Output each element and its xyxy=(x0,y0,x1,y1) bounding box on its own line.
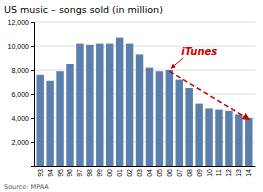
bar xyxy=(245,118,252,166)
x-tick: 14 xyxy=(245,169,252,177)
x-tick: 08 xyxy=(186,169,193,177)
y-axis-line xyxy=(31,23,35,167)
y-tick: 6,000 xyxy=(11,91,34,98)
source: Source: MPAA xyxy=(4,183,49,191)
x-tick-label: 03 xyxy=(136,169,143,177)
annotation: iTunes xyxy=(181,46,217,57)
x-tick-label: 00 xyxy=(106,169,113,177)
bar xyxy=(166,70,173,166)
y-tick: 10,000 xyxy=(8,43,34,50)
bar xyxy=(36,75,43,166)
y-tick-label: 4,000 xyxy=(11,115,29,122)
x-tick-label: 14 xyxy=(245,169,252,177)
grid-line xyxy=(34,46,255,47)
y-tick-mark xyxy=(31,118,34,119)
x-axis-line xyxy=(35,166,256,167)
x-tick-label: 10 xyxy=(206,169,213,177)
x-tick-label: 96 xyxy=(66,169,73,177)
bar xyxy=(225,111,232,166)
x-tick-label: 13 xyxy=(235,169,242,177)
bar xyxy=(205,108,212,166)
x-tick-label: 99 xyxy=(96,169,103,177)
x-tick: 07 xyxy=(176,169,183,177)
title: US music – songs sold (in million) xyxy=(4,4,163,15)
bar xyxy=(96,44,103,166)
x-tick-label: 94 xyxy=(47,169,54,177)
bar xyxy=(56,71,63,166)
y-tick: 12,000 xyxy=(8,19,34,26)
x-tick: 95 xyxy=(57,169,64,177)
y-tick-label: 6,000 xyxy=(11,91,29,98)
bar xyxy=(215,110,222,166)
y-tick-mark xyxy=(31,22,34,23)
y-tick-mark xyxy=(31,94,34,95)
x-tick: 13 xyxy=(235,169,242,177)
y-tick: 8,000 xyxy=(11,67,34,74)
y-tick-label: 10,000 xyxy=(8,43,30,50)
bar xyxy=(136,54,143,166)
y-tick-label: 2,000 xyxy=(11,139,29,146)
x-tick: 01 xyxy=(116,169,123,177)
x-tick: 02 xyxy=(126,169,133,177)
annotation-arrow xyxy=(171,58,183,68)
bar xyxy=(46,81,53,166)
x-tick-label: 95 xyxy=(57,169,64,177)
x-tick: 05 xyxy=(156,169,163,177)
x-tick-label: 93 xyxy=(37,169,44,177)
y-tick: 2,000 xyxy=(11,139,34,146)
x-tick: 00 xyxy=(106,169,113,177)
bar xyxy=(76,44,83,166)
y-tick-mark xyxy=(31,70,34,71)
x-tick: 94 xyxy=(47,169,54,177)
x-tick-label: 08 xyxy=(186,169,193,177)
x-tick: 99 xyxy=(96,169,103,177)
x-tick: 04 xyxy=(146,169,153,177)
bar xyxy=(185,88,192,166)
y-axis: 2,000 4,000 6,000 8,000 10,000 12,000 xyxy=(8,19,35,167)
x-tick-label: 07 xyxy=(176,169,183,177)
y-tick-mark xyxy=(31,46,34,47)
y-tick-mark xyxy=(31,142,34,143)
bar xyxy=(176,80,183,166)
y-tick-label: 12,000 xyxy=(8,19,30,26)
x-tick-label: 06 xyxy=(166,169,173,177)
x-tick: 12 xyxy=(225,169,232,177)
chart: 9394959697989900010203040506070809101112… xyxy=(0,0,263,192)
x-tick-label: 01 xyxy=(116,169,123,177)
x-tick-label: 12 xyxy=(225,169,232,177)
x-tick-label: 11 xyxy=(215,169,222,176)
bar xyxy=(66,64,73,166)
x-tick: 96 xyxy=(66,169,73,177)
bar xyxy=(116,38,123,166)
bar xyxy=(106,44,113,166)
x-tick-label: 04 xyxy=(146,169,153,177)
bar xyxy=(156,71,163,166)
grid-line xyxy=(34,22,255,23)
x-axis: 9394959697989900010203040506070809101112… xyxy=(35,167,256,177)
x-tick-label: 02 xyxy=(126,169,133,177)
y-tick: 4,000 xyxy=(11,115,34,122)
x-tick: 93 xyxy=(37,169,44,177)
x-tick: 03 xyxy=(136,169,143,177)
x-tick: 09 xyxy=(196,169,203,177)
x-tick: 06 xyxy=(166,169,173,177)
x-tick-label: 09 xyxy=(196,169,203,177)
x-tick: 10 xyxy=(206,169,213,177)
bar xyxy=(195,104,202,166)
x-tick-label: 05 xyxy=(156,169,163,177)
bar xyxy=(146,68,153,166)
x-tick: 11 xyxy=(215,169,222,176)
bar xyxy=(235,114,242,166)
x-tick-label: 97 xyxy=(76,169,83,177)
x-tick: 98 xyxy=(86,169,93,177)
x-tick-label: 98 xyxy=(86,169,93,177)
x-tick: 97 xyxy=(76,169,83,177)
bar xyxy=(126,44,133,166)
trend-line xyxy=(169,71,248,119)
plot-area xyxy=(36,38,252,166)
y-tick-label: 8,000 xyxy=(11,67,29,74)
bar xyxy=(86,45,93,166)
